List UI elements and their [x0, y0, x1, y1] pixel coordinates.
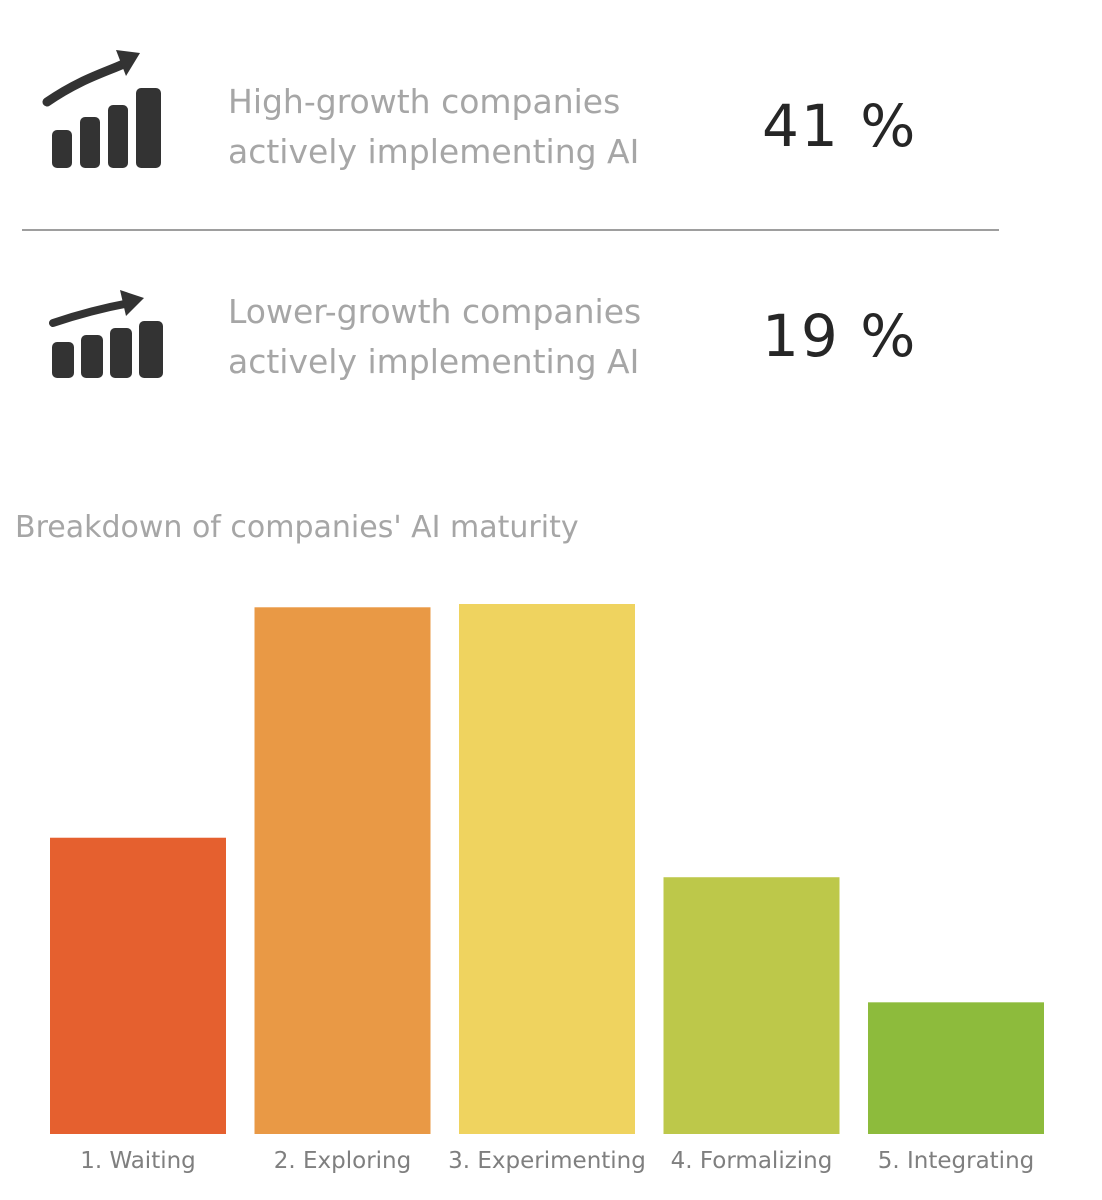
chart-title: Breakdown of companies' AI maturity	[15, 510, 579, 545]
growth-chart-arrow-icon	[42, 50, 161, 168]
stat-value: 19 %	[762, 302, 918, 370]
bar-chart: 1. Waiting 2. Exploring 3. Experimenting 4.…	[50, 604, 1044, 1174]
x-tick-label: 3. Experimenting	[448, 1148, 646, 1174]
stat-value: 41 %	[762, 92, 918, 160]
bar-1	[50, 837, 226, 1134]
bar-5	[868, 1002, 1044, 1134]
bar-3	[459, 604, 635, 1134]
x-tick-label: 1. Waiting	[80, 1148, 196, 1174]
stat-label-line1: Lower-growth companies	[228, 292, 642, 331]
stat-row-lower-growth: Lower-growth companies actively implemen…	[0, 250, 1102, 400]
stat-label: High-growth companies actively implement…	[228, 77, 639, 177]
stat-label-line2: actively implementing AI	[228, 132, 640, 171]
x-tick-label: 2. Exploring	[274, 1148, 411, 1174]
divider	[22, 229, 999, 231]
x-tick-label: 4. Formalizing	[671, 1148, 833, 1174]
bar-2	[254, 607, 431, 1134]
stat-label-line2: actively implementing AI	[228, 342, 640, 381]
bar-4	[663, 877, 840, 1134]
growth-chart-arrow-icon	[49, 290, 163, 378]
x-tick-label: 5. Integrating	[878, 1148, 1035, 1174]
stat-row-high-growth: High-growth companies actively implement…	[0, 40, 1102, 190]
stat-label: Lower-growth companies actively implemen…	[228, 287, 641, 387]
stat-label-line1: High-growth companies	[228, 82, 621, 121]
